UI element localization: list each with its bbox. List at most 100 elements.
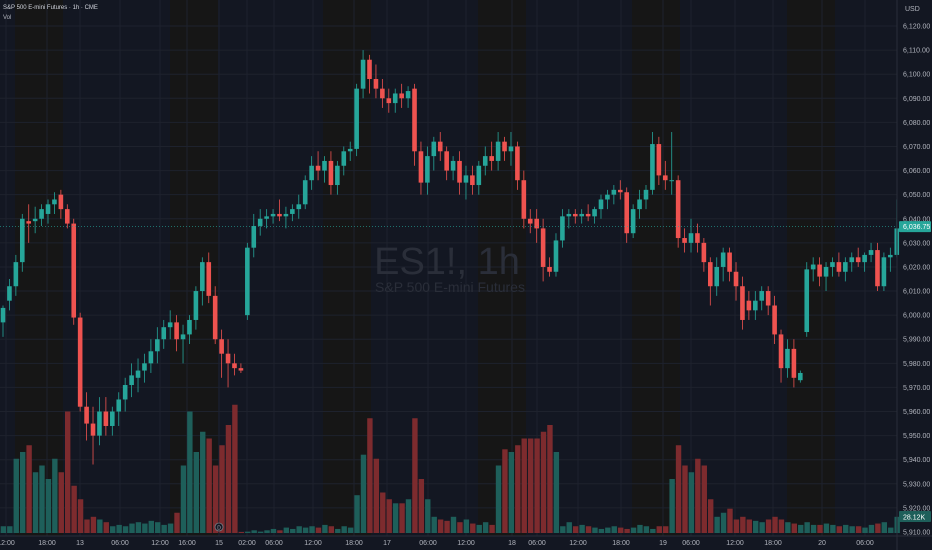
candle[interactable] bbox=[155, 327, 160, 364]
candle[interactable] bbox=[489, 141, 494, 171]
candle[interactable] bbox=[225, 339, 231, 388]
candle[interactable] bbox=[380, 79, 385, 108]
candle[interactable] bbox=[264, 209, 269, 229]
candle[interactable] bbox=[772, 295, 777, 345]
candle[interactable] bbox=[624, 187, 630, 243]
candle[interactable] bbox=[45, 199, 51, 224]
candle[interactable] bbox=[193, 286, 199, 330]
candle[interactable] bbox=[534, 209, 539, 243]
candle[interactable] bbox=[71, 218, 77, 325]
candle[interactable] bbox=[412, 83, 417, 166]
candle[interactable] bbox=[843, 257, 848, 282]
candle[interactable] bbox=[585, 204, 591, 222]
candle[interactable] bbox=[836, 252, 842, 277]
candle[interactable] bbox=[798, 370, 803, 383]
candle[interactable] bbox=[746, 291, 752, 320]
candle[interactable] bbox=[52, 192, 57, 214]
candle[interactable] bbox=[785, 339, 790, 378]
candle[interactable] bbox=[328, 151, 334, 195]
candle[interactable] bbox=[206, 252, 212, 304]
candle[interactable] bbox=[129, 363, 134, 398]
candle[interactable] bbox=[0, 305, 6, 337]
candle[interactable] bbox=[251, 213, 257, 258]
candle[interactable] bbox=[875, 242, 880, 292]
candle[interactable] bbox=[830, 257, 835, 277]
candle[interactable] bbox=[656, 136, 662, 186]
candle[interactable] bbox=[765, 286, 771, 316]
candle[interactable] bbox=[26, 204, 32, 243]
candle[interactable] bbox=[662, 160, 668, 190]
candle[interactable] bbox=[457, 151, 462, 195]
candle[interactable] bbox=[605, 189, 610, 210]
candle[interactable] bbox=[302, 175, 308, 210]
candle[interactable] bbox=[688, 218, 694, 253]
candle[interactable] bbox=[444, 146, 449, 181]
time-axis[interactable]: 12:00 18:00 13 06:00 12:00 16:00 15 02:00 06:00 1… bbox=[0, 540, 874, 547]
candle[interactable] bbox=[598, 194, 604, 219]
candle[interactable] bbox=[495, 132, 501, 171]
candle[interactable] bbox=[135, 358, 141, 393]
candle[interactable] bbox=[116, 392, 122, 426]
candle[interactable] bbox=[174, 315, 179, 352]
candle[interactable] bbox=[431, 136, 437, 171]
candle[interactable] bbox=[817, 257, 822, 287]
candle[interactable] bbox=[733, 262, 739, 301]
candle[interactable] bbox=[219, 329, 224, 378]
candle[interactable] bbox=[579, 209, 584, 224]
candle[interactable] bbox=[547, 257, 552, 277]
session-marker[interactable]: D bbox=[214, 522, 224, 532]
candle[interactable] bbox=[296, 194, 302, 219]
candle[interactable] bbox=[180, 324, 186, 364]
candle[interactable] bbox=[637, 189, 642, 219]
candle[interactable] bbox=[367, 54, 372, 94]
candle[interactable] bbox=[418, 141, 424, 195]
candle[interactable] bbox=[463, 165, 469, 200]
candle[interactable] bbox=[560, 209, 565, 248]
candle[interactable] bbox=[167, 310, 173, 340]
candle[interactable] bbox=[515, 141, 520, 190]
candle[interactable] bbox=[373, 64, 379, 99]
candle[interactable] bbox=[19, 213, 25, 272]
candle[interactable] bbox=[84, 392, 89, 441]
candle[interactable] bbox=[508, 132, 514, 166]
candle[interactable] bbox=[810, 257, 816, 282]
candle[interactable] bbox=[309, 156, 314, 190]
candle[interactable] bbox=[630, 204, 636, 239]
candle[interactable] bbox=[643, 185, 649, 210]
candle[interactable] bbox=[283, 206, 289, 229]
candle[interactable] bbox=[290, 204, 295, 222]
candle[interactable] bbox=[142, 353, 147, 383]
candle[interactable] bbox=[212, 286, 218, 345]
candle[interactable] bbox=[701, 238, 707, 272]
candle[interactable] bbox=[187, 315, 192, 345]
candle[interactable] bbox=[881, 252, 887, 292]
candle[interactable] bbox=[77, 312, 83, 412]
candle[interactable] bbox=[566, 209, 572, 229]
candle[interactable] bbox=[360, 50, 366, 99]
candle[interactable] bbox=[238, 363, 244, 373]
candle[interactable] bbox=[521, 170, 527, 229]
candle[interactable] bbox=[315, 151, 321, 181]
candle[interactable] bbox=[753, 291, 758, 320]
candle[interactable] bbox=[425, 146, 430, 195]
candle[interactable] bbox=[437, 132, 443, 161]
candle[interactable] bbox=[470, 165, 475, 195]
candle[interactable] bbox=[110, 406, 115, 436]
candle[interactable] bbox=[39, 204, 44, 226]
candle[interactable] bbox=[148, 339, 154, 373]
candle[interactable] bbox=[7, 279, 12, 311]
candle[interactable] bbox=[720, 247, 726, 282]
candle[interactable] bbox=[759, 286, 765, 311]
candle[interactable] bbox=[322, 156, 327, 183]
candle[interactable] bbox=[823, 262, 829, 292]
candle[interactable] bbox=[682, 228, 687, 253]
candle[interactable] bbox=[277, 199, 282, 222]
candle[interactable] bbox=[341, 146, 347, 176]
candle[interactable] bbox=[405, 86, 411, 108]
candle[interactable] bbox=[888, 247, 893, 272]
candle[interactable] bbox=[740, 276, 745, 330]
candle[interactable] bbox=[617, 180, 623, 200]
candle[interactable] bbox=[270, 209, 276, 224]
candle[interactable] bbox=[245, 242, 250, 320]
candle[interactable] bbox=[232, 353, 237, 376]
